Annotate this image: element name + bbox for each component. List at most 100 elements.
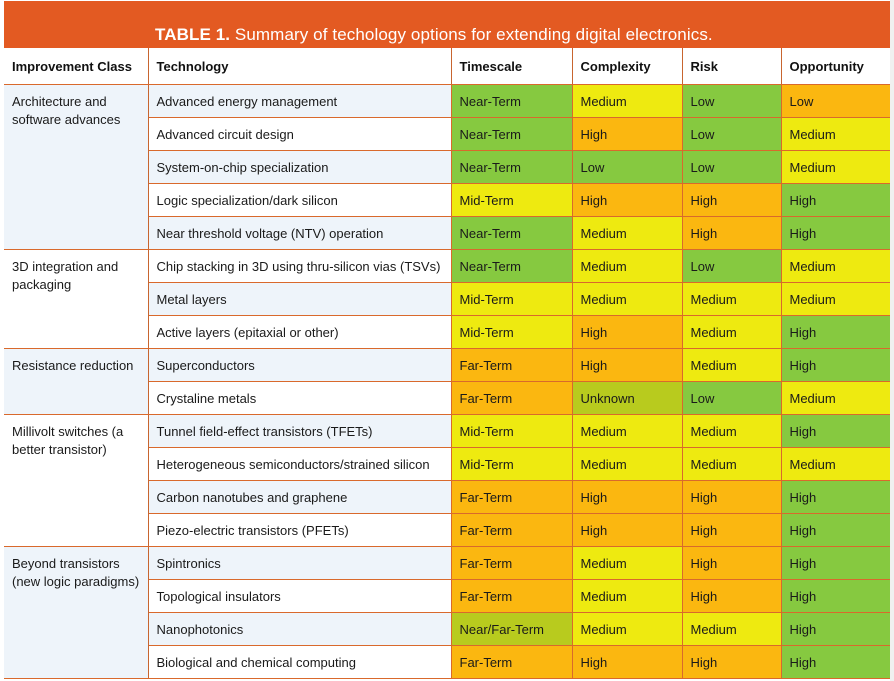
timescale-cell: Mid-Term (450, 414, 572, 448)
timescale-cell: Far-Term (450, 645, 572, 679)
timescale-cell: Near-Term (450, 117, 572, 151)
table-row: Near threshold voltage (NTV) operation Ne… (4, 216, 890, 250)
timescale-cell: Near-Term (450, 150, 572, 184)
timescale-cell: Far-Term (450, 480, 572, 514)
risk-cell: High (681, 183, 781, 217)
complexity-cell: High (571, 513, 682, 547)
timescale-cell: Near-Term (450, 249, 572, 283)
table-row: System-on-chip specialization Near-Term Lo… (4, 150, 890, 184)
table-title-label: TABLE 1. (155, 25, 231, 44)
timescale-cell: Near-Term (450, 84, 572, 118)
technology-cell: Chip stacking in 3D using thru-silicon v… (147, 249, 451, 283)
complexity-cell: High (571, 117, 682, 151)
timescale-cell: Far-Term (450, 579, 572, 613)
complexity-cell: Medium (571, 546, 682, 580)
table-row: Nanophotonics Near/Far-Term Medium Medium Hi… (4, 612, 890, 646)
opportunity-cell: High (780, 216, 890, 250)
table-row: 3D integration and packaging Chip stackin… (4, 249, 890, 349)
header-risk: Risk (681, 48, 781, 85)
table-row: Topological insulators Far-Term Medium High… (4, 579, 890, 613)
technology-cell: Spintronics (147, 546, 451, 580)
technology-cell: Advanced circuit design (147, 117, 451, 151)
risk-cell: Medium (681, 348, 781, 382)
table-row: Piezo-electric transistors (PFETs) Far-Te… (4, 513, 890, 547)
opportunity-cell: High (780, 645, 890, 679)
opportunity-cell: High (780, 612, 890, 646)
opportunity-cell: High (780, 414, 890, 448)
risk-cell: High (681, 645, 781, 679)
risk-cell: Medium (681, 612, 781, 646)
table-title: TABLE 1. Summary of techology options fo… (155, 25, 713, 45)
opportunity-cell: Medium (780, 150, 890, 184)
risk-cell: Medium (681, 414, 781, 448)
timescale-cell: Mid-Term (450, 282, 572, 316)
timescale-cell: Far-Term (450, 381, 572, 415)
technology-cell: Crystaline metals (147, 381, 451, 415)
technology-cell: Piezo-electric transistors (PFETs) (147, 513, 451, 547)
opportunity-cell: High (780, 480, 890, 514)
complexity-cell: Medium (571, 282, 682, 316)
timescale-cell: Far-Term (450, 546, 572, 580)
complexity-cell: Unknown (571, 381, 682, 415)
table-row: Millivolt switches (a better transistor)… (4, 414, 890, 547)
table-row: Carbon nanotubes and graphene Far-Term Hig… (4, 480, 890, 514)
risk-cell: Low (681, 150, 781, 184)
complexity-cell: Medium (571, 579, 682, 613)
opportunity-cell: Medium (780, 447, 890, 481)
table-figure: TABLE 1. Summary of techology options fo… (4, 1, 890, 679)
technology-cell: System-on-chip specialization (147, 150, 451, 184)
table-row: Advanced circuit design Near-Term High Low M… (4, 117, 890, 151)
technology-cell: Metal layers (147, 282, 451, 316)
timescale-cell: Mid-Term (450, 315, 572, 349)
risk-cell: Low (681, 117, 781, 151)
opportunity-cell: High (780, 183, 890, 217)
risk-cell: Low (681, 381, 781, 415)
table-row: Crystaline metals Far-Term Unknown Low Mediu… (4, 381, 890, 415)
improvement-class-cell: Architecture and software advances (4, 84, 149, 250)
table-title-bar: TABLE 1. Summary of techology options fo… (4, 1, 890, 48)
complexity-cell: Medium (571, 84, 682, 118)
table-row: Heterogeneous semiconductors/strained si… (4, 447, 890, 481)
risk-cell: Low (681, 84, 781, 118)
table-row: Beyond transistors (new logic paradigms)… (4, 546, 890, 679)
technology-cell: Advanced energy management (147, 84, 451, 118)
summary-table: Improvement Class Technology Timescale C… (4, 48, 890, 679)
technology-cell: Active layers (epitaxial or other) (147, 315, 451, 349)
opportunity-cell: High (780, 315, 890, 349)
risk-cell: High (681, 513, 781, 547)
risk-cell: High (681, 546, 781, 580)
improvement-class-cell: Beyond transistors (new logic paradigms) (4, 546, 149, 679)
header-timescale: Timescale (450, 48, 572, 85)
complexity-cell: High (571, 315, 682, 349)
complexity-cell: High (571, 480, 682, 514)
table-row: Architecture and software advances Advanc… (4, 84, 890, 250)
risk-cell: High (681, 579, 781, 613)
table-row: Active layers (epitaxial or other) Mid-Te… (4, 315, 890, 349)
complexity-cell: High (571, 645, 682, 679)
improvement-class-cell: Resistance reduction (4, 348, 149, 415)
opportunity-cell: Medium (780, 381, 890, 415)
risk-cell: Low (681, 249, 781, 283)
opportunity-cell: High (780, 513, 890, 547)
opportunity-cell: High (780, 348, 890, 382)
table-row: Logic specialization/dark silicon Mid-Ter… (4, 183, 890, 217)
opportunity-cell: Medium (780, 249, 890, 283)
page-edge (890, 0, 894, 681)
complexity-cell: Medium (571, 612, 682, 646)
technology-cell: Logic specialization/dark silicon (147, 183, 451, 217)
improvement-class-cell: Millivolt switches (a better transistor) (4, 414, 149, 547)
table-title-text: Summary of techology options for extendi… (230, 25, 713, 44)
technology-cell: Topological insulators (147, 579, 451, 613)
header-improvement-class: Improvement Class (4, 48, 148, 85)
table-row: Biological and chemical computing Far-Ter… (4, 645, 890, 679)
technology-cell: Heterogeneous semiconductors/strained si… (147, 447, 451, 481)
complexity-cell: Medium (571, 414, 682, 448)
technology-cell: Carbon nanotubes and graphene (147, 480, 451, 514)
table-body: Architecture and software advances Advanc… (4, 84, 890, 679)
opportunity-cell: Medium (780, 282, 890, 316)
risk-cell: Medium (681, 315, 781, 349)
timescale-cell: Near-Term (450, 216, 572, 250)
risk-cell: Medium (681, 447, 781, 481)
risk-cell: Medium (681, 282, 781, 316)
complexity-cell: Medium (571, 447, 682, 481)
